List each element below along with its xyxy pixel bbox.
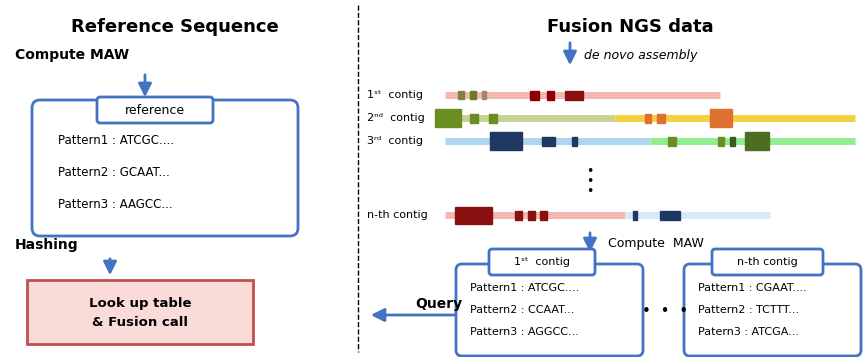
Bar [490, 132, 522, 150]
Bar [660, 211, 680, 220]
Bar [547, 91, 554, 100]
Text: reference: reference [125, 105, 185, 117]
Bar [482, 91, 486, 99]
Text: Pattern1 : ATCGC....: Pattern1 : ATCGC.... [470, 283, 579, 293]
Bar [542, 137, 555, 146]
Bar [470, 114, 478, 123]
Text: •: • [586, 166, 594, 178]
Text: Compute MAW: Compute MAW [15, 48, 129, 62]
FancyBboxPatch shape [684, 264, 861, 356]
Bar [668, 137, 676, 146]
Bar [530, 91, 539, 100]
FancyBboxPatch shape [456, 264, 643, 356]
Text: Pattern1 : CGAAT....: Pattern1 : CGAAT.... [698, 283, 807, 293]
FancyBboxPatch shape [27, 280, 253, 344]
Text: Pattern3 : AGGCC...: Pattern3 : AGGCC... [470, 327, 579, 337]
Text: Look up table
& Fusion call: Look up table & Fusion call [89, 297, 192, 328]
FancyBboxPatch shape [489, 249, 595, 275]
Text: Pattern2 : TCTTT...: Pattern2 : TCTTT... [698, 305, 799, 315]
Text: Pattern3 : AAGCC...: Pattern3 : AAGCC... [58, 197, 173, 211]
Text: •: • [586, 186, 594, 198]
Text: Reference Sequence: Reference Sequence [71, 18, 279, 36]
Text: Query: Query [415, 297, 462, 311]
FancyBboxPatch shape [97, 97, 213, 123]
Text: n-th contig: n-th contig [737, 257, 797, 267]
Bar [489, 114, 497, 123]
Text: 1ˢᵗ  contig: 1ˢᵗ contig [514, 257, 570, 267]
Bar [633, 211, 637, 220]
Text: •: • [586, 176, 594, 188]
FancyBboxPatch shape [32, 100, 298, 236]
Text: •  •  •: • • • [642, 305, 688, 320]
Bar [572, 137, 577, 146]
Text: 1ˢᵗ  contig: 1ˢᵗ contig [367, 90, 423, 100]
Bar [470, 91, 476, 99]
Bar [515, 211, 522, 220]
Bar [710, 109, 732, 127]
Text: de novo assembly: de novo assembly [584, 49, 697, 61]
Bar [528, 211, 535, 220]
Text: 3ʳᵈ  contig: 3ʳᵈ contig [367, 136, 423, 146]
Bar [540, 211, 547, 220]
Text: n-th contig: n-th contig [367, 210, 428, 220]
Text: Pattern1 : ATCGC....: Pattern1 : ATCGC.... [58, 134, 174, 146]
Bar [645, 114, 651, 123]
Bar [435, 109, 461, 127]
Text: Hashing: Hashing [15, 238, 79, 252]
Text: Fusion NGS data: Fusion NGS data [546, 18, 714, 36]
Bar [458, 91, 464, 99]
Bar [455, 207, 492, 224]
Bar [565, 91, 583, 100]
Text: Pattern2 : CCAAT...: Pattern2 : CCAAT... [470, 305, 575, 315]
Bar [730, 137, 735, 146]
Text: Patern3 : ATCGA...: Patern3 : ATCGA... [698, 327, 799, 337]
Bar [657, 114, 665, 123]
Text: 2ⁿᵈ  contig: 2ⁿᵈ contig [367, 113, 425, 123]
Text: Compute  MAW: Compute MAW [608, 236, 704, 250]
Bar [745, 132, 769, 150]
Text: Pattern2 : GCAAT...: Pattern2 : GCAAT... [58, 166, 170, 178]
FancyBboxPatch shape [712, 249, 823, 275]
Bar [718, 137, 724, 146]
